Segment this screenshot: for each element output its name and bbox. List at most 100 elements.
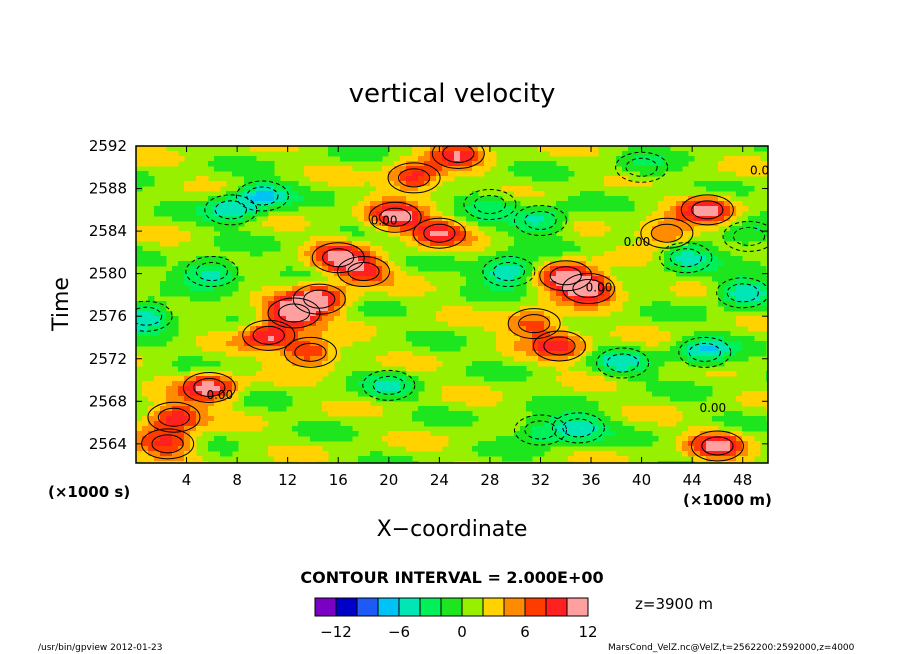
field-cell xyxy=(376,406,383,412)
field-cell xyxy=(412,171,419,177)
colorbar-tick-label: −12 xyxy=(320,623,352,641)
field-cell xyxy=(202,361,209,367)
field-cell xyxy=(538,276,545,282)
field-cell xyxy=(376,456,383,462)
field-cell xyxy=(538,341,545,347)
field-cell xyxy=(472,146,479,152)
field-cell xyxy=(184,201,191,207)
field-cell xyxy=(394,461,401,463)
field-cell xyxy=(418,446,425,452)
field-cell xyxy=(190,376,197,382)
field-cell xyxy=(610,261,617,267)
field-cell xyxy=(592,361,599,367)
contour-line xyxy=(337,256,391,288)
field-cell xyxy=(760,321,767,327)
field-cell xyxy=(544,146,551,152)
field-cell xyxy=(364,376,371,382)
field-cell xyxy=(370,211,377,217)
field-cell xyxy=(724,221,731,227)
field-cell xyxy=(220,371,227,377)
field-cell xyxy=(154,316,161,322)
field-cell xyxy=(496,201,503,207)
field-cell xyxy=(454,206,461,212)
field-cell xyxy=(646,156,653,162)
field-cell xyxy=(694,351,701,357)
field-cell xyxy=(136,431,143,437)
field-cell xyxy=(574,436,581,442)
field-cell xyxy=(166,316,173,322)
field-cell xyxy=(550,146,557,152)
field-cell xyxy=(268,246,275,252)
field-cell xyxy=(676,396,683,402)
field-cell xyxy=(508,186,515,192)
field-cell xyxy=(556,336,563,342)
field-cell xyxy=(436,151,443,157)
field-cell xyxy=(742,261,749,267)
field-cell xyxy=(184,421,191,427)
field-cell xyxy=(376,196,383,202)
field-cell xyxy=(592,436,599,442)
field-cell xyxy=(670,421,677,427)
field-cell xyxy=(760,166,767,172)
field-cell xyxy=(418,151,425,157)
field-cell xyxy=(766,426,768,432)
field-cell xyxy=(490,156,497,162)
field-cell xyxy=(148,386,155,392)
field-cell xyxy=(394,371,401,377)
field-cell xyxy=(334,151,341,157)
field-cell xyxy=(592,386,599,392)
field-cell xyxy=(514,376,521,382)
field-cell xyxy=(310,196,317,202)
field-cell xyxy=(568,376,575,382)
field-cell xyxy=(748,341,755,347)
field-cell xyxy=(694,291,701,297)
field-cell xyxy=(460,146,467,152)
field-cell xyxy=(598,266,605,272)
field-cell xyxy=(550,401,557,407)
field-cell xyxy=(412,181,419,187)
field-cell xyxy=(304,321,311,327)
field-cell xyxy=(136,316,143,322)
field-cell xyxy=(466,366,473,372)
field-cell xyxy=(742,421,749,427)
field-cell xyxy=(502,311,509,317)
field-cell xyxy=(496,436,503,442)
field-cell xyxy=(568,361,575,367)
contour-line xyxy=(640,217,694,249)
field-cell xyxy=(172,316,179,322)
field-cell xyxy=(604,281,611,287)
field-cell xyxy=(748,446,755,452)
field-cell xyxy=(214,181,221,187)
field-cell xyxy=(598,346,605,352)
field-cell xyxy=(190,406,197,412)
field-cell xyxy=(688,446,695,452)
field-cell xyxy=(430,421,437,427)
field-cell xyxy=(352,226,359,232)
field-cell xyxy=(574,441,581,447)
field-cell xyxy=(274,401,281,407)
field-cell xyxy=(580,266,587,272)
field-cell xyxy=(676,286,683,292)
field-cell xyxy=(502,261,509,267)
field-cell xyxy=(382,146,389,152)
field-cell xyxy=(610,256,617,262)
field-cell xyxy=(232,421,239,427)
field-cell xyxy=(136,246,143,252)
field-cell xyxy=(682,271,689,277)
field-cell xyxy=(142,151,149,157)
field-cell xyxy=(508,366,515,372)
field-cell xyxy=(688,256,695,262)
field-cell xyxy=(448,166,455,172)
field-cell xyxy=(592,401,599,407)
field-cell xyxy=(544,216,551,222)
field-cell xyxy=(466,291,473,297)
field-cell xyxy=(220,446,227,452)
field-cell xyxy=(154,456,161,462)
field-cell xyxy=(616,436,623,442)
field-cell xyxy=(724,306,731,312)
field-cell xyxy=(526,451,533,457)
field-cell xyxy=(370,371,377,377)
field-cell xyxy=(280,291,287,297)
field-cell xyxy=(700,391,707,397)
